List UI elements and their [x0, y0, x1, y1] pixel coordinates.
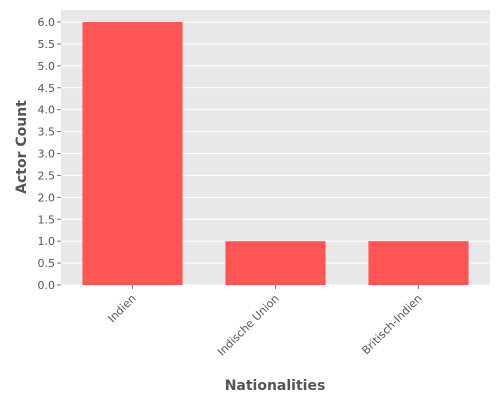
x-tick-label: Indische Union: [215, 292, 282, 359]
bar-britisch-indien: [368, 241, 469, 285]
bars: [82, 22, 469, 285]
y-tick-label: 4.5: [38, 82, 56, 95]
y-tick-label: 6.0: [38, 16, 56, 29]
y-tick-label: 4.0: [38, 104, 56, 117]
x-tick-label: Britisch-Indien: [359, 292, 424, 357]
y-tick-label: 3.0: [38, 148, 56, 161]
y-tick-label: 5.5: [38, 38, 56, 51]
y-tick-label: 0.0: [38, 279, 56, 292]
y-axis-title: Actor Count: [14, 100, 30, 194]
x-axis-title: Nationalities: [225, 378, 326, 394]
y-tick-label: 3.5: [38, 126, 56, 139]
y-tick-label: 2.5: [38, 169, 56, 182]
y-tick-label: 1.0: [38, 235, 56, 248]
x-axis-ticks: Indien Indische Union Britisch-Indien: [105, 285, 425, 359]
y-tick-label: 0.5: [38, 257, 56, 270]
x-tick-label: Indien: [105, 292, 138, 325]
bar-indische-union: [225, 241, 326, 285]
y-tick-label: 2.0: [38, 191, 56, 204]
bar-indien: [82, 22, 183, 285]
y-tick-label: 5.0: [38, 60, 56, 73]
y-tick-label: 1.5: [38, 213, 56, 226]
y-axis-ticks: 0.0 0.5 1.0 1.5 2.0 2.5 3.0 3.5 4.0 4.5 5.0 5.5 6.0: [38, 16, 61, 292]
